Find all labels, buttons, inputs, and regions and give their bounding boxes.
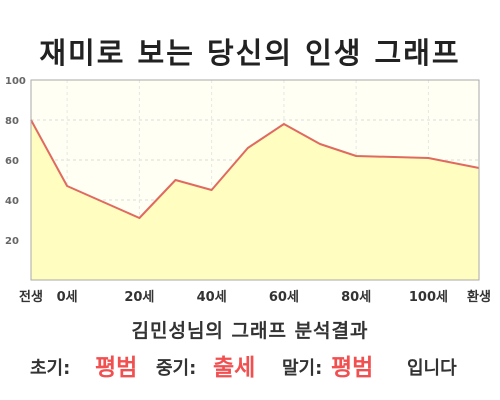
x-tick-label: 0세 (57, 290, 78, 305)
y-tick-label: 60 (5, 156, 19, 167)
x-tick-label: 100세 (409, 290, 448, 305)
y-tick-label: 20 (5, 236, 19, 247)
x-tick-label: 전생 (19, 289, 43, 305)
plot-frame (30, 79, 480, 281)
y-tick-label: 100 (5, 76, 26, 87)
y-tick-label: 80 (5, 116, 19, 127)
result-suffix: 입니다 (407, 358, 457, 379)
page-title: 재미로 보는 당신의 인생 그래프 (39, 36, 461, 70)
y-tick-label: 40 (5, 196, 19, 207)
result-summary: 초기: 평범 중기: 출세 말기: 평범 입니다 (0, 344, 500, 384)
life-graph-chart: 20 40 60 80 100 전생 0세 20세 40세 60세 80세 100세 환생 (5, 76, 491, 305)
x-tick-label: 80세 (341, 290, 371, 305)
series-line (30, 119, 480, 219)
x-tick-label: 60세 (269, 290, 299, 305)
area-fill (31, 120, 479, 280)
late-value: 평범 (331, 355, 374, 381)
x-tick-label: 환생 (467, 289, 491, 305)
x-tick-label: 20세 (124, 290, 154, 305)
y-tick-labels: 20 40 60 80 100 (5, 76, 26, 247)
x-tick-label: 40세 (197, 290, 227, 305)
late-label: 말기: (282, 358, 323, 379)
x-tick-labels: 전생 0세 20세 40세 60세 80세 100세 환생 (19, 289, 491, 305)
early-value: 평범 (95, 355, 138, 381)
middle-value: 출세 (213, 355, 256, 381)
result-subtitle: 김민성님의 그래프 분석결과 (131, 320, 369, 342)
early-label: 초기: (30, 358, 71, 379)
middle-label: 중기: (156, 358, 197, 379)
